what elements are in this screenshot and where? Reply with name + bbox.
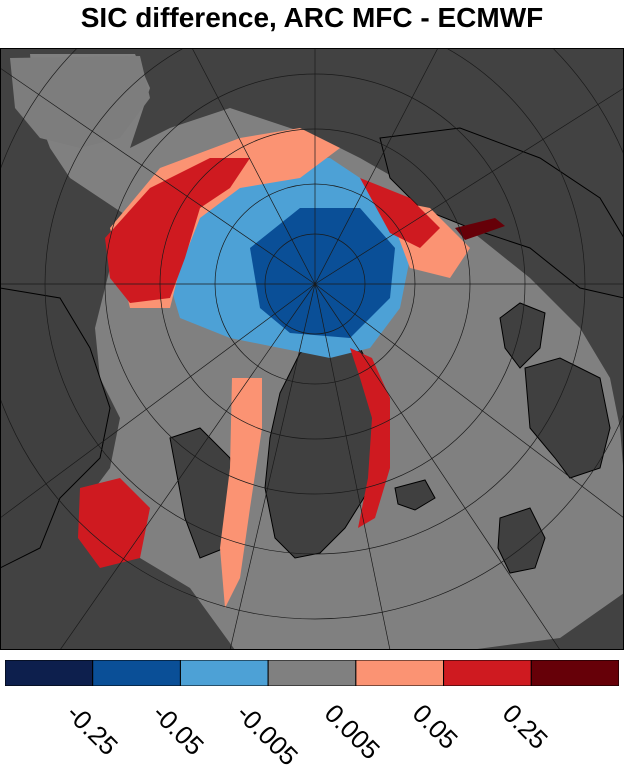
ice-diff-greenland-east [350, 348, 390, 528]
graticule [0, 48, 624, 650]
colorbar-tick-label: -0.005 [230, 698, 305, 772]
colorbar-tick-label: -0.05 [146, 698, 210, 762]
colorbar-segment [443, 660, 532, 686]
ice-diff-red [105, 158, 250, 303]
land-svalbard [499, 302, 546, 369]
colorbar-segment [5, 660, 94, 686]
ocean-patch-north [10, 56, 150, 148]
ice-diff-red-hudson [78, 478, 150, 568]
colorbar-segment [92, 660, 181, 686]
ice-diff-baffin-bay [220, 378, 262, 608]
colorbar-tick-label: -0.25 [60, 698, 124, 762]
colorbar-segment [530, 660, 619, 686]
colorbar-segment [355, 660, 445, 686]
colorbar-tick-label: 0.25 [496, 698, 554, 755]
colorbar-ticks: -0.25 -0.05 -0.005 0.005 0.05 0.25 [0, 690, 624, 771]
ice-diff-dark-red [455, 218, 505, 240]
colorbar-segment [179, 660, 269, 686]
ice-diff-red-east [360, 178, 440, 248]
map-title: SIC difference, ARC MFC - ECMWF [80, 2, 544, 33]
land-scandinavia [524, 357, 611, 479]
colorbar-tick-label: 0.05 [406, 698, 464, 755]
polar-map [0, 48, 624, 650]
colorbar-segment [267, 660, 357, 686]
colorbar [5, 660, 619, 686]
colorbar-tick-label: 0.005 [318, 698, 387, 766]
land-iceland [394, 479, 436, 511]
